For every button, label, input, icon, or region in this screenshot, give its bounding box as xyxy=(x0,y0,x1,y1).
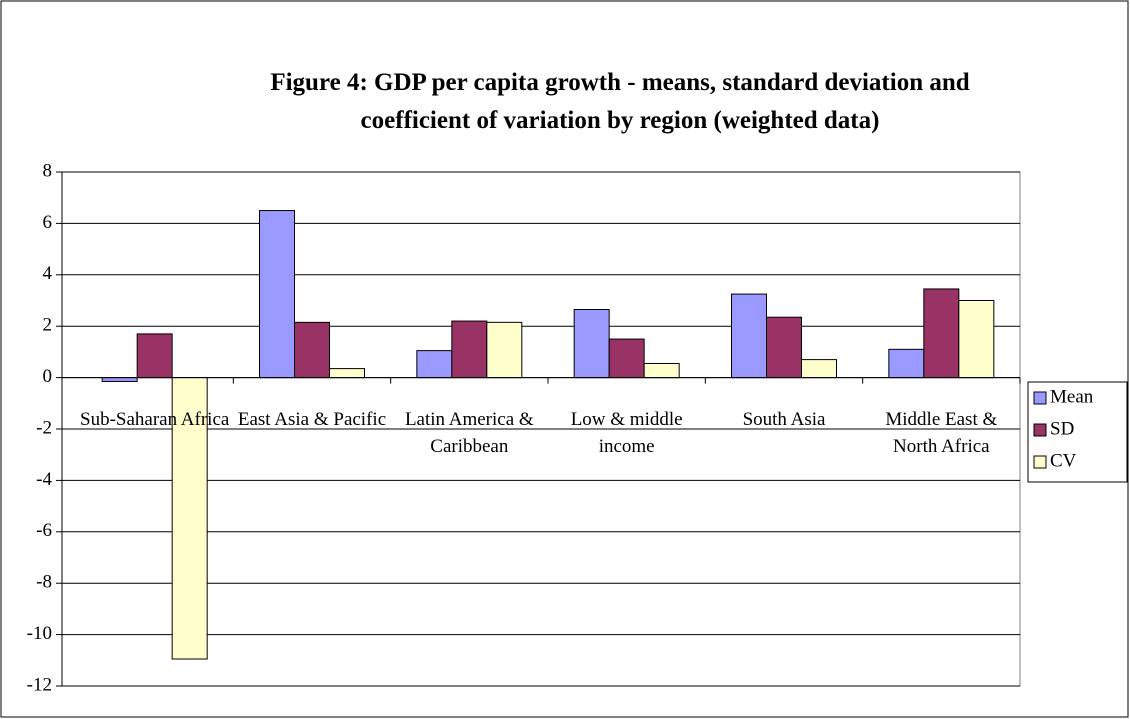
y-tick-label: -12 xyxy=(27,674,52,695)
y-tick-label: 6 xyxy=(43,212,53,233)
y-tick-label: -10 xyxy=(27,623,52,644)
bar xyxy=(643,362,680,379)
bar xyxy=(451,320,488,379)
bar xyxy=(608,338,645,379)
bar xyxy=(801,359,837,379)
x-tick-label: East Asia & Pacific xyxy=(237,408,387,430)
bar xyxy=(731,293,767,379)
legend-swatch xyxy=(1033,423,1047,437)
x-tick-label: South Asia xyxy=(742,408,826,430)
bar xyxy=(101,377,138,382)
bar xyxy=(573,308,610,379)
x-tick-label: Middle East & North Africa xyxy=(885,408,998,457)
bar xyxy=(416,350,453,379)
y-tick-label: 0 xyxy=(43,366,53,387)
x-tick-label: Sub-Saharan Africa xyxy=(80,408,230,430)
y-tick-label: 8 xyxy=(43,160,53,181)
y-tick-label: 2 xyxy=(43,315,53,336)
bar xyxy=(171,377,208,660)
bar xyxy=(958,300,995,379)
chart-title: Figure 4: GDP per capita growth - means,… xyxy=(270,69,970,134)
bar xyxy=(259,210,295,379)
y-tick-label: 4 xyxy=(43,263,53,284)
y-tick-label: -6 xyxy=(36,520,52,541)
x-tick-label: Low & middle income xyxy=(570,408,683,457)
legend-label: CV xyxy=(1050,450,1077,471)
bar xyxy=(294,321,330,379)
x-tick-label: Latin America & Caribbean xyxy=(404,408,534,457)
bar xyxy=(136,333,173,379)
legend-label: Mean xyxy=(1050,386,1094,407)
legend-swatch xyxy=(1033,391,1047,405)
bar xyxy=(766,316,802,379)
bar xyxy=(486,321,523,379)
y-tick-label: -8 xyxy=(36,572,52,593)
bar xyxy=(329,368,365,379)
bar xyxy=(888,348,925,379)
bar xyxy=(923,288,960,379)
legend-swatch xyxy=(1033,455,1047,469)
y-tick-label: -4 xyxy=(36,469,52,490)
y-tick-label: -2 xyxy=(36,417,52,438)
legend-label: SD xyxy=(1050,418,1074,439)
